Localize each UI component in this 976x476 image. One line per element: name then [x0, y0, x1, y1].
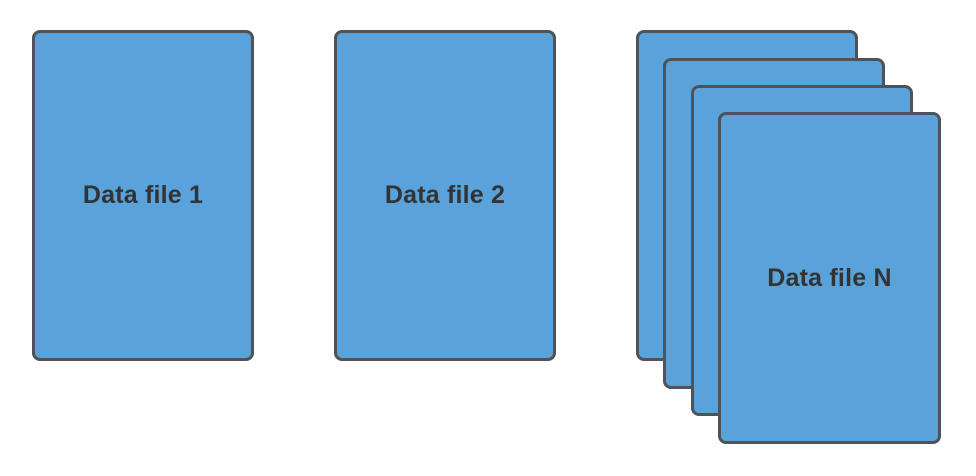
data-file-2-label: Data file 2 [384, 181, 506, 209]
data-file-1-label: Data file 1 [82, 181, 204, 209]
data-file-n-card: Data file N [718, 112, 941, 444]
data-file-1-card: Data file 1 [32, 30, 254, 361]
data-file-n-label: Data file N [767, 263, 892, 292]
data-file-2-card: Data file 2 [334, 30, 556, 361]
